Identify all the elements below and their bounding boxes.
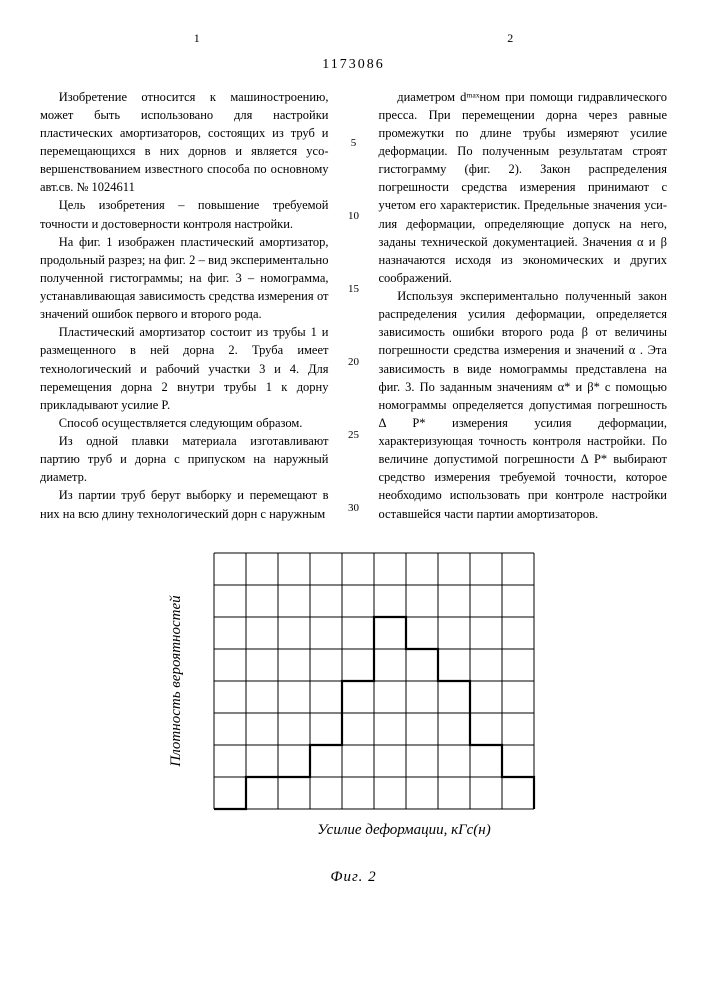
line-number: 5	[347, 136, 361, 152]
paragraph: Пластический амортизатор состоит из труб…	[40, 323, 329, 414]
column-right: диаметром dᵐᵃˣном при помощи гидравли­че…	[379, 88, 668, 523]
paragraph: Из одной плавки материала изго­тавливают…	[40, 432, 329, 486]
columns-container: Изобретение относится к машино­строению,…	[40, 88, 667, 523]
paragraph: На фиг. 1 изображен пластический амортиз…	[40, 233, 329, 324]
chart-svg: Плотность вероятностей Усилие деформации,…	[164, 543, 544, 849]
line-number: 15	[347, 282, 361, 298]
paragraph: Цель изобретения – повышение требуемой т…	[40, 196, 329, 232]
patent-number: 1173086	[40, 55, 667, 75]
figure-label: Фиг. 2	[40, 867, 667, 889]
header-row: 1 2	[40, 30, 667, 47]
paragraph: Используя экспериментально полу­ченный з…	[379, 287, 668, 523]
line-number: 30	[347, 501, 361, 517]
histogram-chart: Плотность вероятностей Усилие деформации,…	[40, 543, 667, 849]
line-numbers: 5 10 15 20 25 30	[347, 88, 361, 523]
line-number: 25	[347, 428, 361, 444]
col-number-left: 1	[194, 30, 200, 47]
column-left: Изобретение относится к машино­строению,…	[40, 88, 329, 523]
svg-text:Усилие деформации, кГс(н): Усилие деформации, кГс(н)	[317, 822, 490, 838]
paragraph: Способ осуществляется следующим образом.	[40, 414, 329, 432]
svg-text:Плотность вероятностей: Плотность вероятностей	[168, 595, 184, 768]
line-number: 20	[347, 355, 361, 371]
paragraph: диаметром dᵐᵃˣном при помощи гидравли­че…	[379, 88, 668, 287]
paragraph: Из партии труб берут выборку и перемещаю…	[40, 486, 329, 522]
paragraph: Изобретение относится к машино­строению,…	[40, 88, 329, 197]
line-number: 10	[347, 209, 361, 225]
col-number-right: 2	[507, 30, 513, 47]
